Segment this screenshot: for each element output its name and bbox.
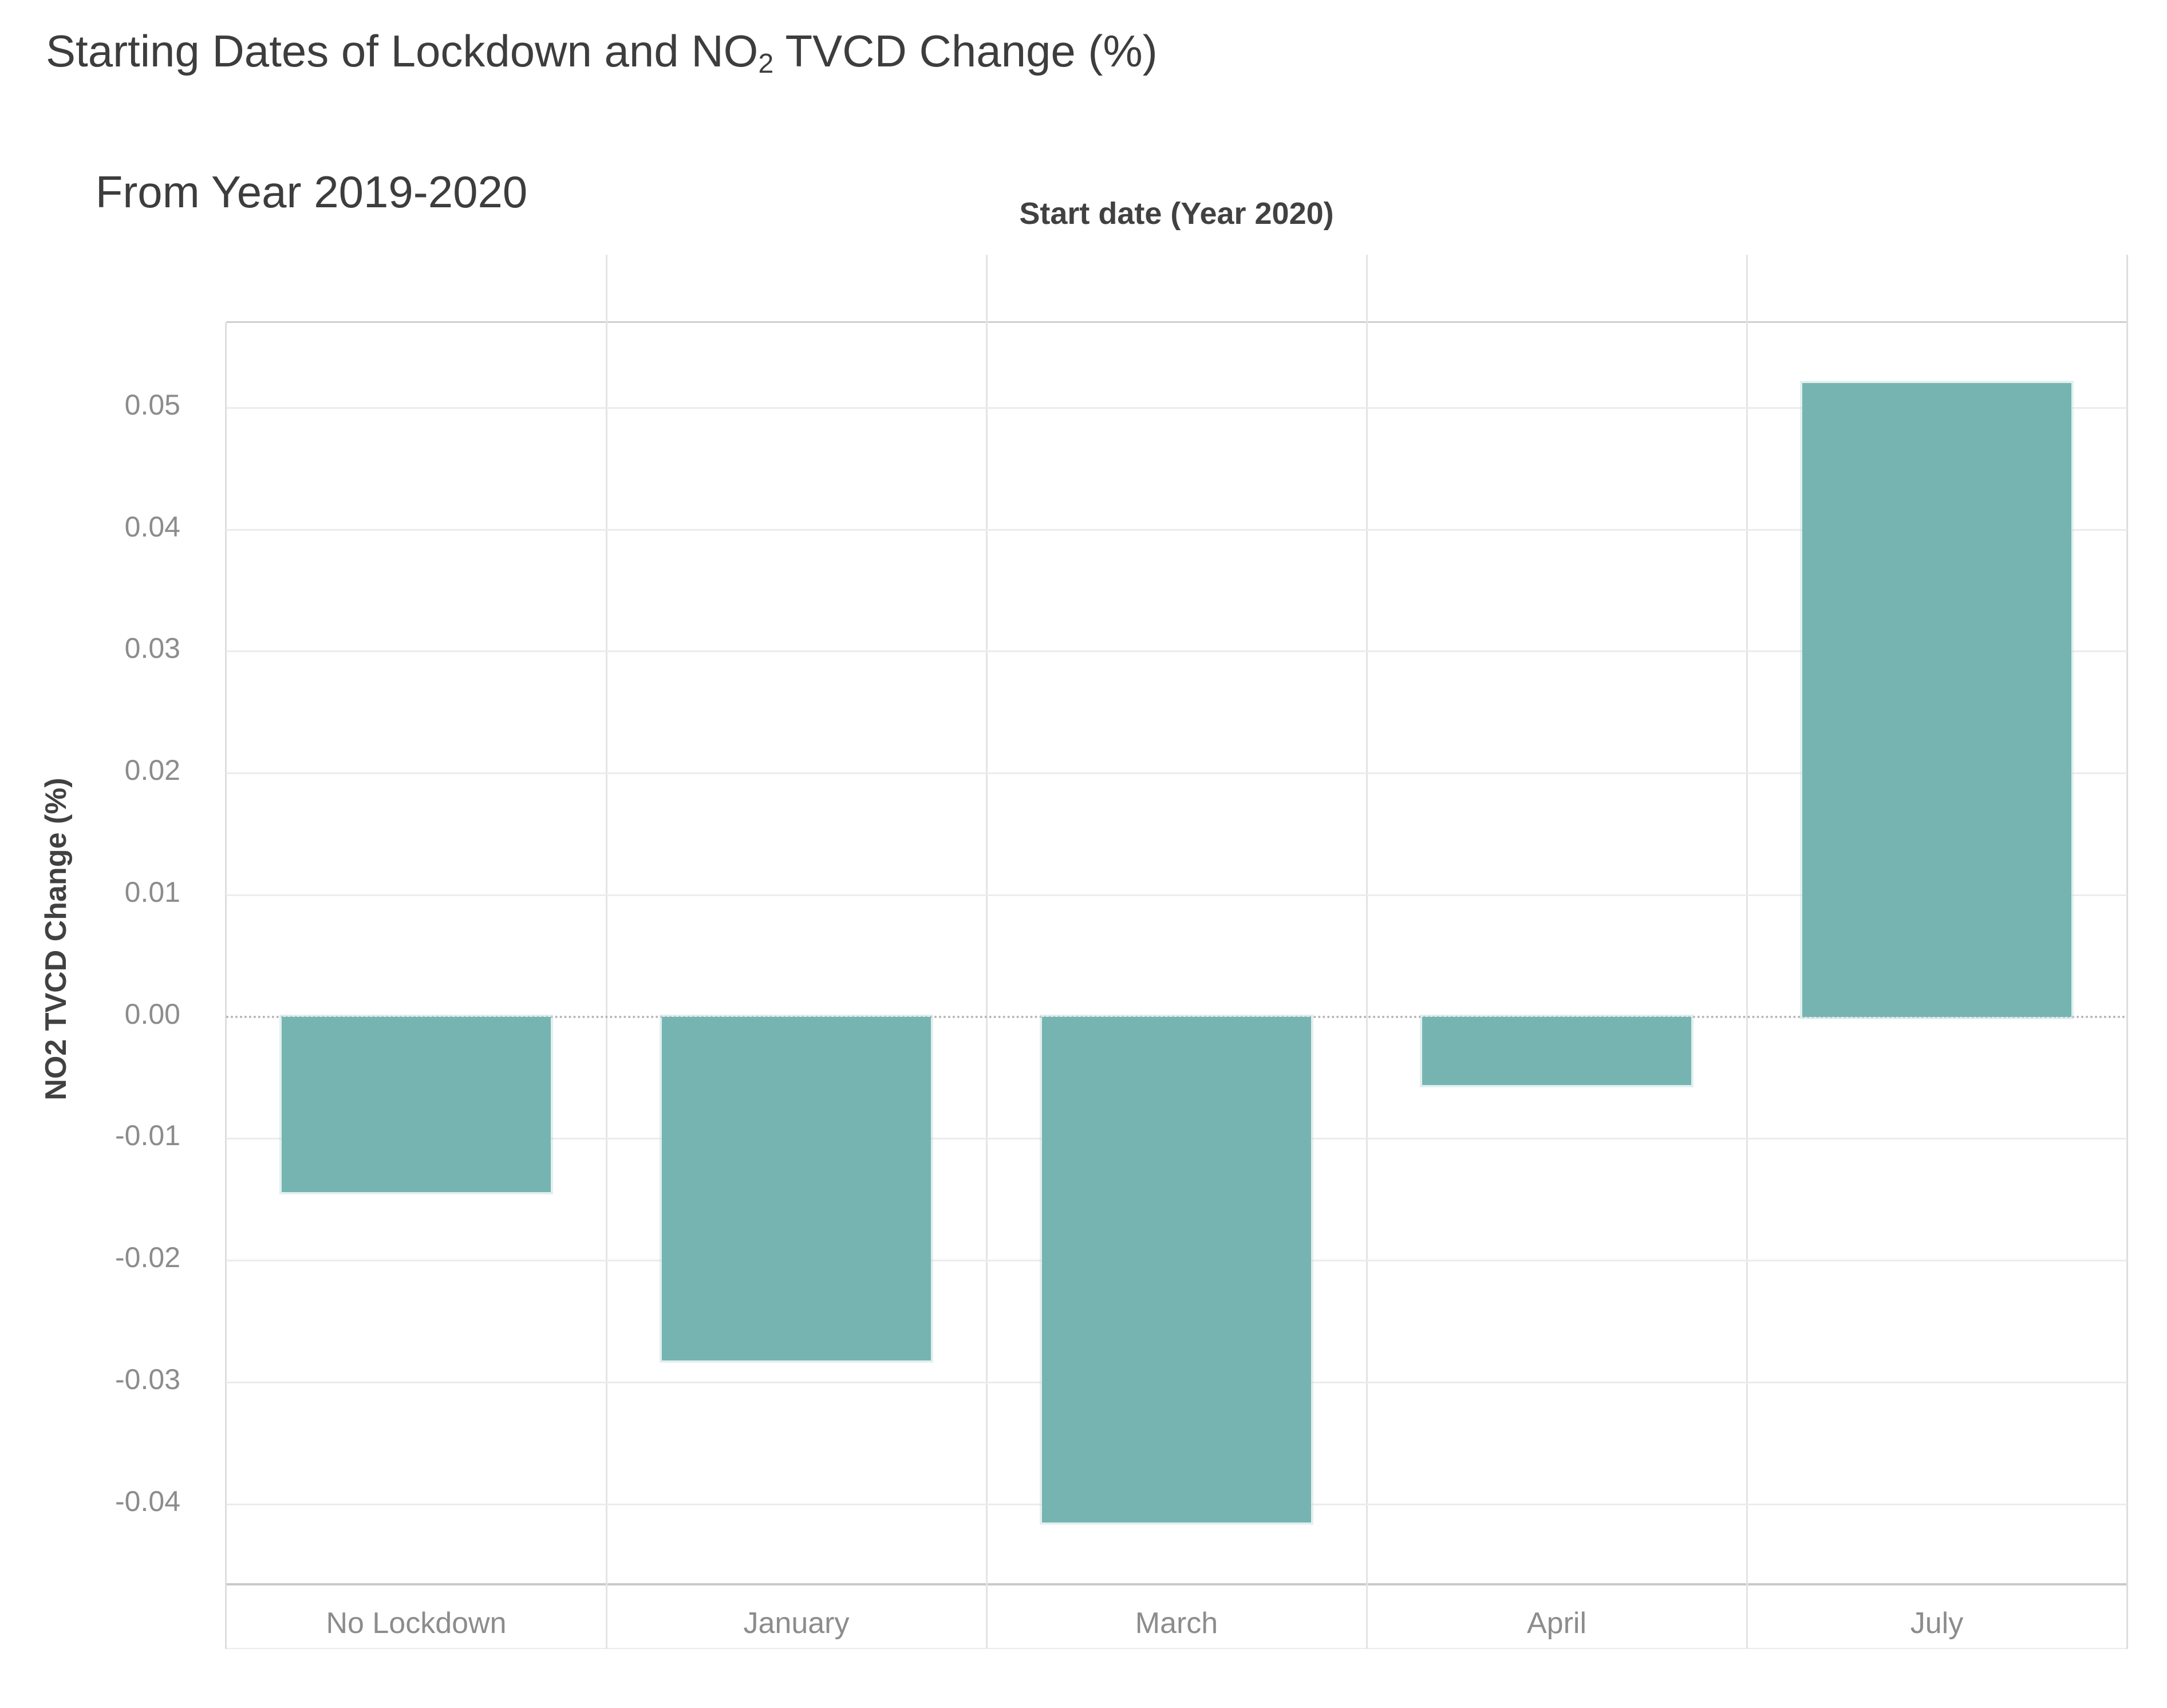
column-divider <box>986 255 988 1649</box>
y-tick-label: -0.04 <box>115 1485 180 1517</box>
x-axis-title: Start date (Year 2020) <box>1019 196 1334 231</box>
plot-top-border <box>226 321 2127 323</box>
x-category-label: January <box>743 1607 850 1640</box>
chart-title-line1-prefix: Starting Dates of Lockdown and NO <box>46 26 759 76</box>
y-tick-label: 0.05 <box>124 388 180 421</box>
y-tick-label: -0.02 <box>115 1241 180 1274</box>
x-axis-line <box>226 1583 2127 1585</box>
x-category-label: March <box>1135 1607 1218 1640</box>
y-tick-label: 0.03 <box>124 632 180 665</box>
x-category-label: July <box>1910 1607 1964 1640</box>
column-divider <box>1746 255 1748 1649</box>
y-axis-line <box>225 322 227 1649</box>
x-category-label: April <box>1526 1607 1587 1640</box>
gridline <box>226 528 2127 531</box>
bar-no-lockdown[interactable] <box>282 1016 551 1193</box>
y-tick-label: -0.01 <box>115 1119 180 1152</box>
bar-july[interactable] <box>1802 383 2071 1017</box>
chart-title-line1-suffix: TVCD Change (%) <box>773 26 1158 76</box>
bar-january[interactable] <box>662 1016 931 1360</box>
label-strip-bottom-border <box>226 1648 2127 1649</box>
y-tick-label: 0.01 <box>124 875 180 908</box>
bar-march[interactable] <box>1042 1016 1311 1522</box>
y-tick-label: 0.02 <box>124 754 180 787</box>
chart-title-line2: From Year 2019-2020 <box>95 167 528 218</box>
column-divider <box>606 255 607 1649</box>
column-divider <box>1366 255 1368 1649</box>
y-axis-title: NO2 TVCD Change (%) <box>40 778 73 1100</box>
bar-april[interactable] <box>1422 1016 1691 1085</box>
gridline <box>226 772 2127 775</box>
chart-title: Starting Dates of Lockdown and NO2 TVCD … <box>46 16 1158 298</box>
gridline <box>226 407 2127 409</box>
gridline <box>226 894 2127 896</box>
chart-title-subscript-2: 2 <box>758 48 774 79</box>
gridline <box>226 650 2127 653</box>
plot-right-border <box>2126 255 2128 1649</box>
y-tick-label: 0.00 <box>124 997 180 1030</box>
y-tick-label: 0.04 <box>124 510 180 543</box>
y-tick-label: -0.03 <box>115 1363 180 1395</box>
x-category-label: No Lockdown <box>326 1607 507 1640</box>
